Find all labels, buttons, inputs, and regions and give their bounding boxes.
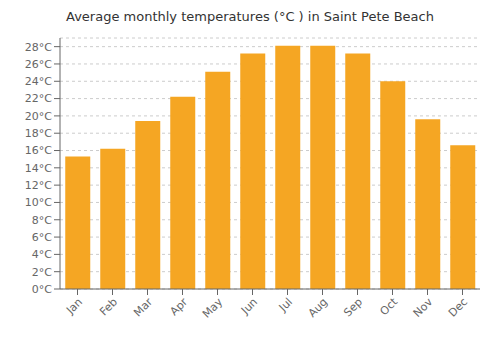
- svg-text:0°C: 0°C: [32, 283, 52, 296]
- svg-text:28°C: 28°C: [25, 41, 52, 54]
- svg-text:Jan: Jan: [63, 295, 85, 317]
- svg-text:May: May: [200, 295, 226, 321]
- svg-text:2°C: 2°C: [32, 266, 52, 279]
- svg-text:Oct: Oct: [377, 295, 400, 318]
- svg-text:14°C: 14°C: [25, 162, 52, 175]
- svg-text:20°C: 20°C: [25, 110, 52, 123]
- svg-text:Sep: Sep: [341, 295, 365, 319]
- svg-text:Feb: Feb: [97, 295, 120, 318]
- svg-text:Apr: Apr: [167, 295, 190, 318]
- svg-text:26°C: 26°C: [25, 58, 52, 71]
- svg-text:Jun: Jun: [238, 295, 260, 317]
- svg-text:Nov: Nov: [411, 295, 436, 320]
- svg-text:Mar: Mar: [131, 295, 155, 319]
- svg-text:16°C: 16°C: [25, 144, 52, 157]
- svg-text:Jul: Jul: [276, 295, 295, 314]
- svg-text:6°C: 6°C: [32, 231, 52, 244]
- html-text:Average monthly temperatures (: Average monthly temperatures (°C ) in Sa…: [66, 9, 434, 24]
- svg-text:22°C: 22°C: [25, 92, 52, 105]
- svg-text:4°C: 4°C: [32, 248, 52, 261]
- svg-text:18°C: 18°C: [25, 127, 52, 140]
- svg-text:8°C: 8°C: [32, 214, 52, 227]
- svg-text:10°C: 10°C: [25, 196, 52, 209]
- svg-text:12°C: 12°C: [25, 179, 52, 192]
- svg-text:Aug: Aug: [306, 295, 330, 319]
- svg-text:Dec: Dec: [446, 295, 470, 319]
- svg-text:24°C: 24°C: [25, 75, 52, 88]
